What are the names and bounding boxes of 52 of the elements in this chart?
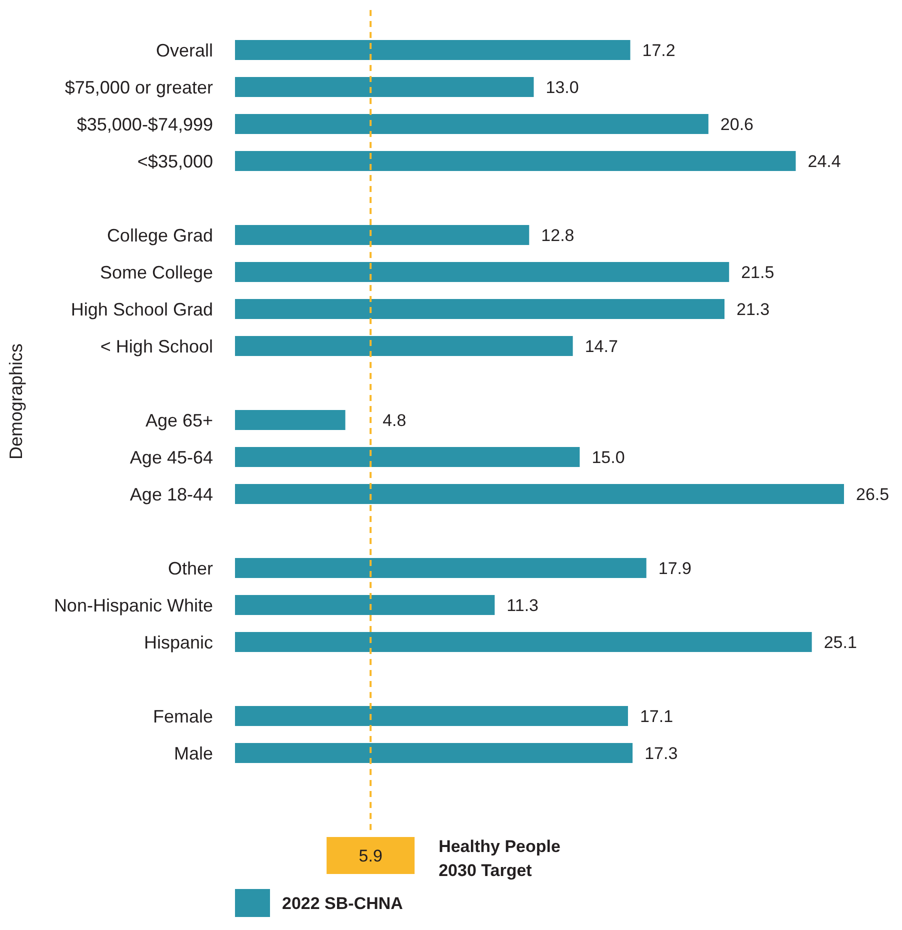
y-tick-label: Male [174,743,213,764]
data-label: 17.3 [644,744,678,763]
data-label: 20.6 [720,114,754,134]
bar [235,410,346,430]
y-tick-label: Age 45-64 [130,447,213,468]
y-tick-label: Female [152,706,213,726]
y-tick-label: Hispanic [144,632,213,652]
bar [235,706,628,726]
data-label: 24.4 [808,152,841,171]
y-tick-label: < High School [100,336,213,356]
bar [235,595,495,615]
data-label: 14.7 [584,336,618,356]
bar [235,225,530,245]
data-label: 21.3 [736,300,770,319]
bar [235,77,534,97]
legend-label: 2022 SB-CHNA [282,894,403,913]
ref-line-label: 5.9 [358,846,382,866]
y-tick-label: $35,000-$74,999 [76,114,213,134]
data-label: 17.9 [658,558,692,578]
bar [235,114,708,134]
data-label: 21.5 [741,262,774,282]
bar [235,743,633,763]
bar [235,40,630,60]
data-label: 26.5 [856,484,890,504]
data-label: 11.3 [506,596,539,615]
data-label: 12.8 [541,226,574,245]
bar [235,632,812,652]
bar [235,151,796,171]
text: Healthy People 2030 Target [438,836,560,880]
y-tick-label: Overall [156,40,213,60]
y-tick-label: Some College [100,262,213,282]
bar [235,262,730,282]
y-axis-title: Demographics [6,343,26,460]
y-tick-label: College Grad [106,225,213,246]
data-label: 4.8 [382,410,406,430]
y-tick-label: Other [168,558,213,578]
y-tick-label: High School Grad [70,299,213,320]
y-tick-label: $75,000 or greater [64,77,213,98]
bar [235,558,646,578]
y-tick-label: Age 18-44 [130,484,213,504]
y-tick-label: Non-Hispanic White [54,595,213,616]
y-tick-label: <$35,000 [137,151,213,172]
data-label: 17.1 [640,706,674,726]
bar [235,336,573,356]
data-label: 25.1 [824,632,857,652]
data-label: 13.0 [546,78,579,97]
bar [235,299,724,319]
bar [235,484,844,504]
data-label: 17.2 [642,40,676,60]
y-tick-label: Age 65+ [145,410,213,430]
bar [235,447,580,467]
data-label: 15.0 [592,448,625,467]
